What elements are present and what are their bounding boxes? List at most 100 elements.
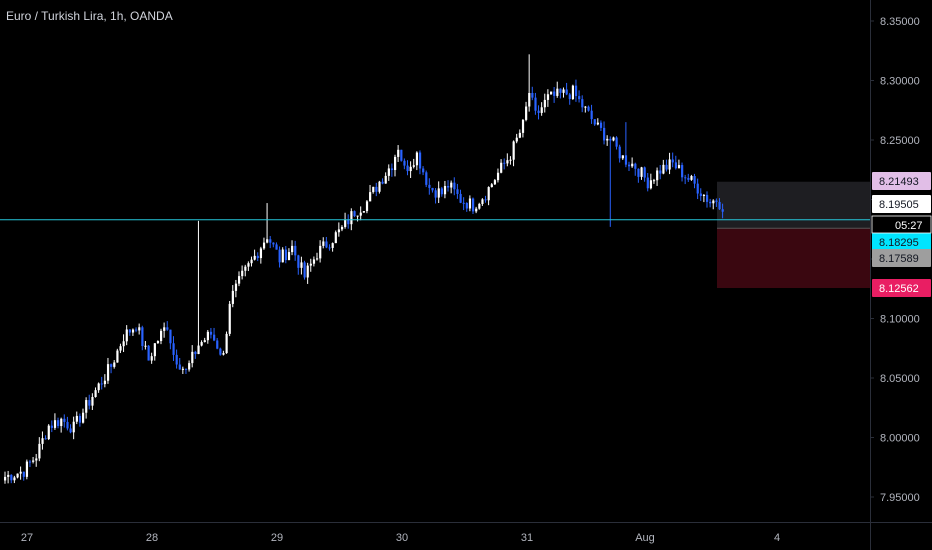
stop-price-tag-bg [872, 279, 931, 297]
candle-body [38, 443, 41, 459]
candle-body [213, 334, 216, 341]
candle-body [297, 255, 300, 268]
candle-body [316, 258, 319, 260]
candle-body [309, 263, 312, 266]
entry-price-tag-bg [872, 249, 931, 267]
candle-body [191, 351, 194, 364]
candle-body [300, 262, 303, 268]
candle-body [437, 188, 440, 198]
candle-body [412, 165, 415, 167]
y-tick-label: 8.35000 [880, 16, 920, 28]
candle-body [4, 476, 7, 481]
candle-body [253, 255, 256, 260]
candle-body [640, 167, 643, 177]
candle-body [659, 170, 662, 174]
countdown-label: 05:27 [895, 220, 923, 232]
candle-body [7, 474, 10, 477]
candle-body [353, 211, 356, 217]
candle-body [509, 159, 512, 161]
candle-body [147, 345, 150, 361]
candle-body [596, 122, 599, 125]
candle-body [387, 168, 390, 176]
candle-body [247, 263, 250, 267]
candle-body [565, 89, 568, 95]
candle-body [144, 345, 147, 347]
target-price-tag: 8.21493 [879, 176, 919, 188]
candle-body [19, 471, 22, 474]
candle-body [652, 180, 656, 182]
candle-body [228, 303, 231, 334]
candle-body [403, 160, 406, 166]
y-tick-label: 8.00000 [880, 433, 920, 445]
candle-body [94, 390, 97, 398]
candle-body [394, 156, 397, 171]
candle-body [219, 348, 222, 355]
x-tick-label: 28 [146, 532, 158, 544]
candle-body [359, 212, 362, 216]
stop-zone [717, 228, 870, 289]
candle-body [418, 152, 422, 169]
candle-body [715, 200, 718, 202]
candle-body [269, 239, 272, 243]
candle-body [699, 193, 702, 196]
candle-body [350, 211, 353, 225]
candle-body [340, 226, 344, 230]
candle-body [490, 184, 493, 188]
candle-body [281, 249, 284, 263]
candle-body [278, 249, 281, 263]
candle-body [681, 165, 684, 178]
candle-body [106, 364, 110, 381]
candle-body [372, 186, 375, 193]
candle-body [537, 110, 540, 113]
candle-body [443, 185, 447, 195]
candle-body [287, 252, 291, 261]
candle-body [546, 94, 550, 100]
candle-body [472, 198, 475, 212]
candle-body [178, 364, 181, 370]
candle-body [122, 341, 125, 347]
candle-body [135, 329, 138, 331]
candle-body [116, 350, 119, 363]
candle-body [141, 327, 144, 347]
x-tick-label: Aug [635, 532, 655, 544]
candle-body [628, 164, 631, 167]
candle-body [465, 202, 468, 209]
x-tick-label: 27 [21, 532, 33, 544]
candle-body [75, 415, 78, 422]
candle-body [53, 420, 57, 428]
candle-body [200, 342, 203, 346]
candle-body [328, 247, 331, 249]
candle-body [674, 162, 677, 169]
candle-body [365, 201, 369, 212]
candle-body [615, 137, 618, 147]
candle-body [25, 461, 29, 477]
candle-body [397, 149, 400, 157]
candle-body [634, 163, 637, 169]
candle-body [712, 200, 715, 204]
candle-body [188, 363, 191, 370]
candle-body [225, 333, 228, 354]
candle-body [256, 255, 259, 259]
candle-body [525, 106, 528, 120]
candle-body [587, 106, 590, 111]
candle-body [512, 141, 515, 160]
candle-body [241, 270, 244, 277]
candle-body [718, 201, 721, 210]
candle-body [603, 127, 606, 141]
candle-body [47, 425, 50, 440]
candle-body [103, 380, 107, 385]
x-tick-label: 31 [521, 532, 533, 544]
candle-body [468, 198, 472, 209]
candle-body [459, 193, 462, 203]
x-tick-label: 29 [271, 532, 283, 544]
candle-body [687, 177, 690, 180]
candle-body [209, 331, 213, 335]
line-price-tag: 8.18295 [879, 237, 919, 249]
candle-body [131, 329, 135, 333]
candle-body [275, 244, 278, 250]
candle-body [325, 241, 328, 248]
candle-body [60, 418, 63, 427]
candle-body [41, 438, 44, 444]
